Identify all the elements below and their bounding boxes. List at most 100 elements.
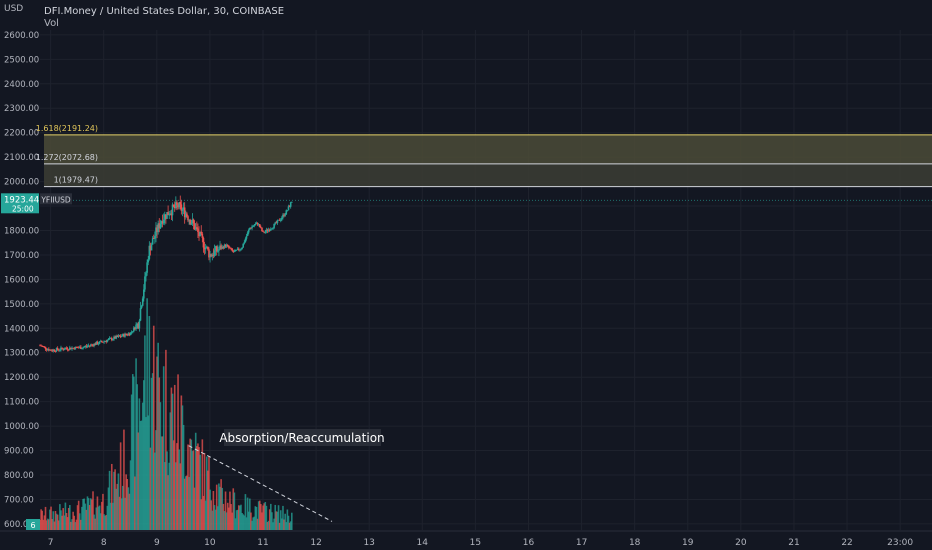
volume-bar [48,519,50,530]
candle-body [222,246,225,249]
candle-body [146,262,148,273]
volume-bar [56,514,59,530]
volume-bar [63,515,66,530]
volume-bar [207,470,209,530]
volume-bar [214,509,217,530]
volume-bar [264,501,267,530]
candle-body [129,332,132,336]
candle-body [247,229,250,233]
candle-body [46,349,49,351]
candle-body [148,245,151,260]
volume-tag [26,519,40,530]
candle-body [59,349,61,351]
volume-bar [222,503,225,530]
volume-bar [198,447,200,530]
candle-body [140,305,143,309]
volume-bar [276,511,279,530]
candle-body [176,202,178,205]
candle-body [96,341,99,345]
x-tick-label: 20 [735,538,747,548]
volume-bar [175,462,177,530]
volume-bar [98,505,101,530]
volume-bar [272,522,274,530]
candle-body [189,219,191,225]
y-tick-label: 900.00 [4,447,34,457]
y-tick-label: 1600.00 [4,275,39,285]
candle-body [207,246,209,250]
x-tick-label: 19 [682,538,694,548]
volume-bar [152,325,155,530]
candle-body [255,222,258,225]
x-tick-label: 22 [841,538,852,548]
volume-bar [110,463,113,530]
volume-bar [281,518,283,530]
candle-body [170,213,173,216]
candle-body [130,331,133,333]
candle-body [211,254,214,257]
candle-body [99,340,102,342]
volume-bar [83,498,85,530]
candle-body [290,201,293,203]
candle-body [192,219,195,224]
volume-bar [279,510,282,530]
volume-bar [76,505,79,530]
volume-bar [287,515,290,530]
candle-body [196,227,198,229]
candle-body [230,248,232,250]
candle-body [110,338,113,341]
volume-bar [62,508,64,530]
candle-body [97,343,100,345]
volume-bar [180,395,183,530]
volume-bar [94,518,97,530]
candle-body [243,242,246,244]
volume-bar [88,505,91,530]
candle-body [127,333,130,335]
volume-bar [128,493,131,530]
volume-bar [125,474,127,530]
volume-bar [130,394,133,530]
volume-bar [252,517,254,530]
candle-body [283,214,285,216]
volume-bar [144,335,146,530]
volume-bar [140,420,143,530]
volume-bar [163,462,166,530]
candle-body [109,338,112,339]
candle-body [67,349,70,351]
candle-body [54,351,57,352]
candle-body [114,336,116,339]
x-tick-label: 18 [629,538,641,548]
x-tick-label: 14 [417,538,429,548]
volume-bar [127,487,130,530]
y-tick-label: 2400.00 [4,80,39,90]
x-tick-label: 9 [154,538,160,548]
candle-body [219,245,221,250]
candle-body [205,246,208,248]
volume-bar [186,475,188,530]
candle-body [223,244,226,249]
y-tick-label: 1200.00 [4,373,39,383]
volume-bar [114,469,116,530]
y-tick-label: 2000.00 [4,178,39,188]
candle-body [224,244,227,247]
volume-bar [126,478,129,530]
volume-bar [241,512,243,530]
volume-bar [218,483,220,530]
volume-bar [156,356,158,530]
volume-bar [99,513,102,530]
candle-body [75,346,78,348]
annotation-box [224,429,381,446]
volume-bar [199,454,201,530]
volume-bar [78,513,81,530]
candle-body [183,207,186,218]
candle-body [57,349,60,351]
candle-body [87,345,90,347]
candle-body [113,336,115,340]
volume-bar [278,522,281,530]
candle-body [76,347,79,349]
volume-bar [49,509,51,530]
candle-body [69,347,71,350]
volume-bar [96,496,99,530]
candle-body [180,204,183,211]
volume-bar [115,488,118,530]
